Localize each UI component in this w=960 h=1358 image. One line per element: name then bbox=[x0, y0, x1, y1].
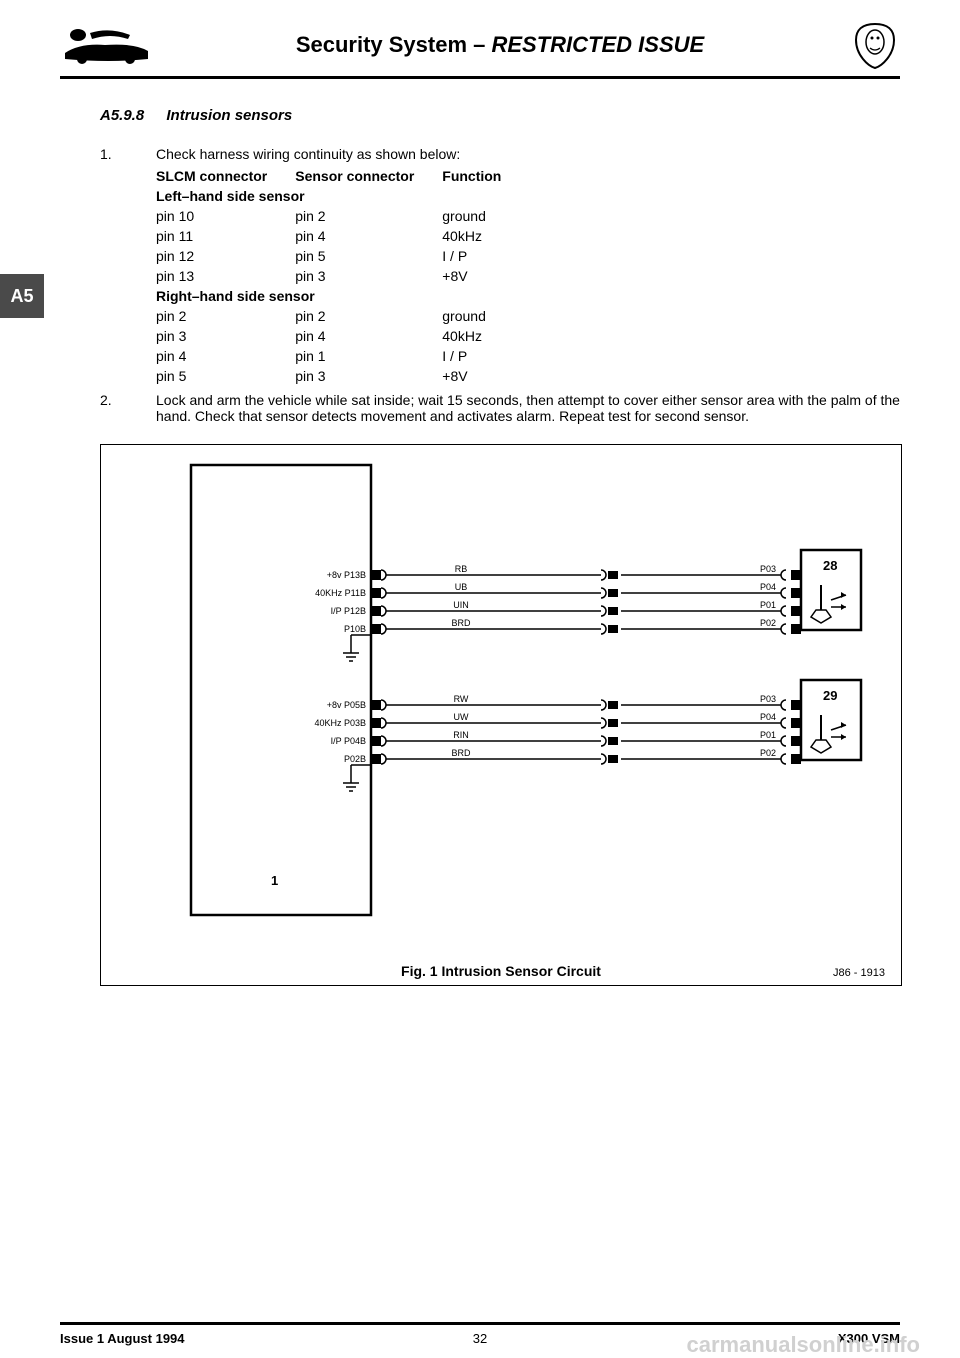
table-row: pin 3pin 440kHz bbox=[156, 326, 529, 346]
svg-text:UB: UB bbox=[455, 582, 468, 592]
svg-text:P10B: P10B bbox=[344, 624, 366, 634]
section-tab: A5 bbox=[0, 274, 44, 318]
svg-text:UIN: UIN bbox=[453, 600, 469, 610]
table-row: pin 5pin 3+8V bbox=[156, 366, 529, 386]
svg-text:BRD: BRD bbox=[451, 618, 471, 628]
svg-text:RW: RW bbox=[454, 694, 469, 704]
svg-text:P02: P02 bbox=[760, 748, 776, 758]
svg-text:UW: UW bbox=[454, 712, 469, 722]
col-sensor: Sensor connector bbox=[295, 166, 442, 186]
table-row: pin 4pin 1I / P bbox=[156, 346, 529, 366]
svg-text:RB: RB bbox=[455, 564, 468, 574]
svg-text:P01: P01 bbox=[760, 600, 776, 610]
svg-text:P04: P04 bbox=[760, 582, 776, 592]
figure-ref: J86 - 1913 bbox=[833, 967, 885, 979]
section-heading: A5.9.8 Intrusion sensors bbox=[100, 107, 900, 124]
col-function: Function bbox=[442, 166, 529, 186]
header-title-plain: Security System – bbox=[296, 32, 492, 57]
car-icon bbox=[60, 25, 150, 65]
svg-text:40KHz P11B: 40KHz P11B bbox=[315, 588, 366, 598]
col-slcm: SLCM connector bbox=[156, 166, 295, 186]
svg-text:P03: P03 bbox=[760, 694, 776, 704]
section-title: Intrusion sensors bbox=[166, 107, 292, 124]
svg-text:+8v P05B: +8v P05B bbox=[327, 700, 366, 710]
step-1: 1. Check harness wiring continuity as sh… bbox=[100, 146, 900, 162]
step-2-text: Lock and arm the vehicle while sat insid… bbox=[156, 392, 900, 424]
table-row: pin 11pin 440kHz bbox=[156, 226, 529, 246]
footer-left: Issue 1 August 1994 bbox=[60, 1331, 185, 1346]
header-title-italic: RESTRICTED ISSUE bbox=[491, 32, 704, 57]
watermark: carmanualsonline.info bbox=[687, 1332, 921, 1358]
crest-icon bbox=[850, 20, 900, 70]
svg-text:RIN: RIN bbox=[453, 730, 469, 740]
table-row: pin 2pin 2ground bbox=[156, 306, 529, 326]
sensor-top-label: 28 bbox=[823, 558, 837, 573]
step-1-text: Check harness wiring continuity as shown… bbox=[156, 146, 900, 162]
table-row: pin 13pin 3+8V bbox=[156, 266, 529, 286]
circuit-svg: 1 28 29 bbox=[101, 445, 901, 955]
step-1-num: 1. bbox=[100, 146, 156, 162]
svg-text:P02B: P02B bbox=[344, 754, 366, 764]
step-2-num: 2. bbox=[100, 392, 156, 424]
circuit-diagram: 1 28 29 bbox=[100, 444, 902, 986]
header-title: Security System – RESTRICTED ISSUE bbox=[150, 32, 850, 58]
table-row: pin 12pin 5I / P bbox=[156, 246, 529, 266]
section-number: A5.9.8 bbox=[100, 107, 144, 124]
pin-table: SLCM connector Sensor connector Function… bbox=[156, 166, 529, 386]
table-row: pin 10pin 2ground bbox=[156, 206, 529, 226]
figure-caption: Fig. 1 Intrusion Sensor Circuit bbox=[101, 963, 901, 979]
svg-text:BRD: BRD bbox=[451, 748, 471, 758]
right-sensor-head: Right–hand side sensor bbox=[156, 286, 529, 306]
step-2: 2. Lock and arm the vehicle while sat in… bbox=[100, 392, 900, 424]
svg-text:I/P P12B: I/P P12B bbox=[331, 606, 366, 616]
svg-text:P01: P01 bbox=[760, 730, 776, 740]
page-header: Security System – RESTRICTED ISSUE bbox=[60, 20, 900, 79]
block-label: 1 bbox=[271, 873, 278, 888]
svg-text:40KHz P03B: 40KHz P03B bbox=[314, 718, 366, 728]
svg-text:+8v P13B: +8v P13B bbox=[327, 570, 366, 580]
left-sensor-head: Left–hand side sensor bbox=[156, 186, 529, 206]
svg-text:P04: P04 bbox=[760, 712, 776, 722]
svg-text:P03: P03 bbox=[760, 564, 776, 574]
sensor-bot-label: 29 bbox=[823, 688, 837, 703]
svg-text:P02: P02 bbox=[760, 618, 776, 628]
footer-page-num: 32 bbox=[473, 1331, 487, 1346]
svg-text:I/P P04B: I/P P04B bbox=[331, 736, 366, 746]
